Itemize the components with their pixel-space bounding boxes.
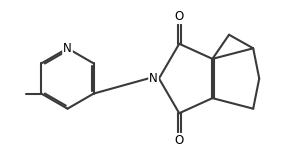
Text: O: O <box>175 10 184 23</box>
Text: O: O <box>175 134 184 147</box>
Text: N: N <box>149 72 158 85</box>
Text: N: N <box>63 42 72 55</box>
